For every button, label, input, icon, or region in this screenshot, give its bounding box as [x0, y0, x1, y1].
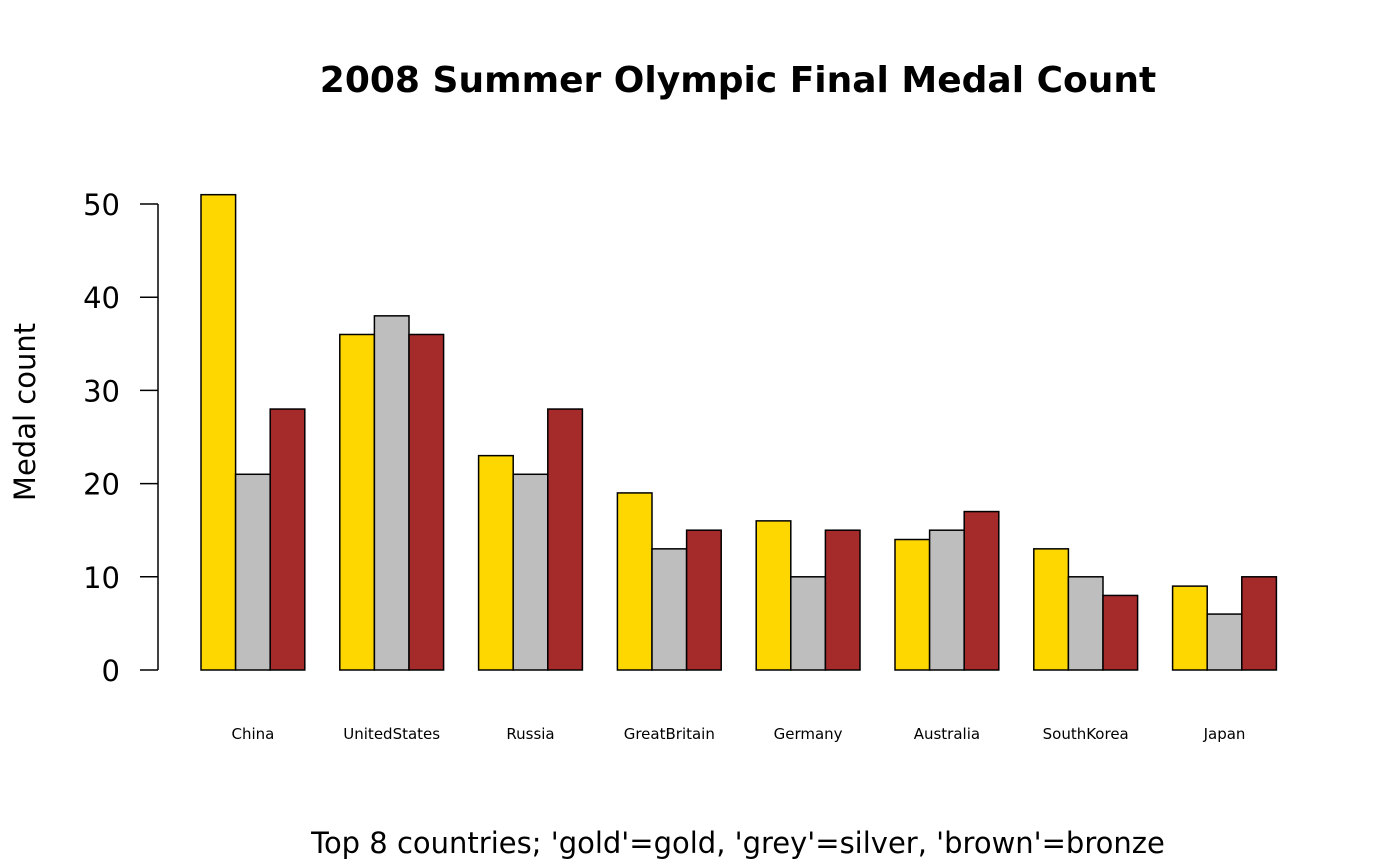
bar-bronze [269, 408, 306, 671]
x-tick-label: Russia [506, 725, 554, 743]
x-tick-label: China [231, 725, 274, 743]
chart-title: 2008 Summer Olympic Final Medal Count [320, 60, 1156, 101]
y-tick-label: 10 [83, 561, 120, 595]
bar-gold [1033, 548, 1070, 671]
y-tick-label: 0 [102, 654, 120, 688]
bar-gold [755, 520, 792, 671]
bar-gold [477, 454, 514, 671]
y-tick-label: 20 [83, 468, 120, 502]
bar-gold [339, 333, 376, 671]
bar-gold [1171, 585, 1208, 671]
y-tick-label: 50 [83, 188, 120, 222]
bar-bronze [824, 529, 861, 671]
x-axis-label: Top 8 countries; 'gold'=gold, 'grey'=sil… [310, 826, 1165, 860]
bar-bronze [547, 408, 584, 671]
bar-silver [928, 529, 965, 671]
bar-bronze [1102, 594, 1139, 671]
bar-silver [651, 548, 688, 671]
y-axis-label: Medal count [8, 323, 42, 501]
bar-silver [1067, 576, 1104, 671]
x-tick-label: SouthKorea [1043, 725, 1129, 743]
bar-bronze [1241, 576, 1278, 671]
x-tick-label: Germany [774, 725, 843, 743]
bar-gold [894, 538, 931, 671]
bar-bronze [963, 510, 1000, 671]
x-tick-label: GreatBritain [624, 725, 715, 743]
y-tick-label: 40 [83, 281, 120, 315]
y-axis: 0 10 20 30 40 50 [83, 188, 159, 688]
y-tick-label: 30 [83, 374, 120, 408]
x-tick-label: Japan [1203, 725, 1246, 743]
bar-bronze [685, 529, 722, 671]
bar-gold [616, 492, 653, 671]
x-tick-label: Australia [914, 725, 980, 743]
bar-silver [512, 473, 549, 671]
bar-silver [234, 473, 271, 671]
bar-group [200, 193, 1278, 671]
bar-silver [1206, 613, 1243, 671]
x-tick-label: UnitedStates [343, 725, 440, 743]
bar-gold [200, 193, 237, 671]
x-tick-labels: China UnitedStates Russia GreatBritain Germa… [231, 725, 1245, 743]
bar-silver [373, 315, 410, 671]
bar-bronze [408, 333, 445, 671]
bar-silver [790, 576, 827, 671]
